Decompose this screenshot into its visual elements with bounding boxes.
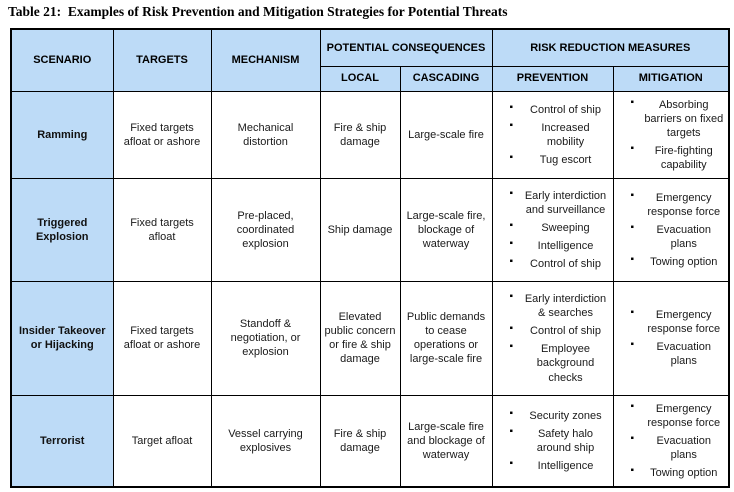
cell-cascading-consequence: Large-scale fire and blockage of waterwa… xyxy=(399,394,493,488)
cell-local-consequence: Fire & ship damage xyxy=(319,394,401,488)
cell-scenario: Triggered Explosion xyxy=(10,177,114,282)
bullet-item: Intelligence xyxy=(510,458,609,473)
header-cascading: CASCADING xyxy=(399,65,493,92)
cell-mechanism: Pre-placed, coordinated explosion xyxy=(210,177,321,282)
bullet-item: Control of ship xyxy=(510,102,609,117)
header-scenario: SCENARIO xyxy=(10,28,114,92)
bullet-item: Early interdiction and surveillance xyxy=(510,188,609,217)
cell-targets: Fixed targets afloat or ashore xyxy=(112,90,212,179)
bullet-item: Increased mobility xyxy=(510,120,609,149)
prevention-list: Early interdiction & searches Control of … xyxy=(497,291,609,384)
table-row-ramming: Ramming Fixed targets afloat or ashore M… xyxy=(10,90,730,179)
bullet-item: Control of ship xyxy=(510,256,609,271)
prevention-list: Control of ship Increased mobility Tug esc… xyxy=(497,102,609,167)
bullet-item: Control of ship xyxy=(510,323,609,338)
header-row-top: SCENARIO TARGETS MECHANISM POTENTIAL CON… xyxy=(10,28,730,92)
cell-mechanism: Vessel carrying explosives xyxy=(210,394,321,488)
bullet-item: Employee background checks xyxy=(510,341,609,384)
bullet-item: Emergency response force xyxy=(631,401,725,430)
cell-prevention: Security zones Safety halo around ship Int… xyxy=(491,394,614,488)
bullet-item: Tug escort xyxy=(510,152,609,167)
cell-scenario: Ramming xyxy=(10,90,114,179)
mitigation-list: Emergency response force Evacuation plans… xyxy=(618,190,725,269)
bullet-item: Early interdiction & searches xyxy=(510,291,609,320)
table-title: Table 21: Examples of Risk Prevention an… xyxy=(8,4,508,19)
cell-local-consequence: Ship damage xyxy=(319,177,401,282)
bullet-item: Towing option xyxy=(631,254,725,269)
header-prevention: PREVENTION xyxy=(491,65,614,92)
bullet-item: Intelligence xyxy=(510,238,609,253)
bullet-item: Towing option xyxy=(631,465,725,480)
cell-mechanism: Standoff & negotiation, or explosion xyxy=(210,280,321,396)
header-mitigation: MITIGATION xyxy=(612,65,730,92)
prevention-list: Early interdiction and surveillance Sweep… xyxy=(497,188,609,271)
cell-targets: Fixed targets afloat or ashore xyxy=(112,280,212,396)
header-mechanism: MECHANISM xyxy=(210,28,321,92)
table-row-triggered-explosion: Triggered Explosion Fixed targets afloat… xyxy=(10,177,730,282)
cell-mitigation: Emergency response force Evacuation plans xyxy=(612,280,730,396)
cell-scenario: Terrorist xyxy=(10,394,114,488)
header-local: LOCAL xyxy=(319,65,401,92)
cell-local-consequence: Elevated public concern or fire & ship d… xyxy=(319,280,401,396)
cell-prevention: Control of ship Increased mobility Tug esc… xyxy=(491,90,614,179)
header-row-sub: LOCAL CASCADING PREVENTION MITIGATION xyxy=(11,65,730,92)
mitigation-list: Absorbing barriers on fixed targets Fire-… xyxy=(618,96,725,172)
risk-strategies-table: SCENARIO TARGETS MECHANISM POTENTIAL CON… xyxy=(10,28,730,489)
bullet-item: Evacuation plans xyxy=(631,433,725,462)
cell-scenario: Insider Takeover or Hijacking xyxy=(10,280,114,396)
table-row-terrorist: Terrorist Target afloat Vessel carrying … xyxy=(10,394,730,488)
cell-prevention: Early interdiction and surveillance Sweep… xyxy=(491,177,614,282)
bullet-item: Emergency response force xyxy=(631,307,725,336)
cell-targets: Fixed targets afloat xyxy=(112,177,212,282)
header-risk-reduction-measures: RISK REDUCTION MEASURES xyxy=(491,28,730,67)
bullet-item: Fire-fighting capability xyxy=(631,143,725,172)
header-targets: TARGETS xyxy=(112,28,212,92)
cell-mitigation: Emergency response force Evacuation plans… xyxy=(612,177,730,282)
bullet-item: Security zones xyxy=(510,408,609,423)
bullet-item: Sweeping xyxy=(510,220,609,235)
cell-cascading-consequence: Large-scale fire xyxy=(399,90,493,179)
mitigation-list: Emergency response force Evacuation plans xyxy=(618,307,725,368)
bullet-item: Evacuation plans xyxy=(631,222,725,251)
table-header: SCENARIO TARGETS MECHANISM POTENTIAL CON… xyxy=(10,28,730,92)
bullet-item: Evacuation plans xyxy=(631,339,725,368)
table-body: Ramming Fixed targets afloat or ashore M… xyxy=(10,90,730,488)
cell-cascading-consequence: Public demands to cease operations or la… xyxy=(399,280,493,396)
cell-targets: Target afloat xyxy=(112,394,212,488)
prevention-list: Security zones Safety halo around ship Int… xyxy=(497,408,609,473)
bullet-item: Safety halo around ship xyxy=(510,426,609,455)
bullet-item: Emergency response force xyxy=(631,190,725,219)
mitigation-list: Emergency response force Evacuation plans… xyxy=(618,401,725,480)
cell-mitigation: Absorbing barriers on fixed targets Fire-… xyxy=(612,90,730,179)
cell-mitigation: Emergency response force Evacuation plans… xyxy=(612,394,730,488)
table-row-insider-takeover: Insider Takeover or Hijacking Fixed targ… xyxy=(10,280,730,396)
bullet-item: Absorbing barriers on fixed targets xyxy=(631,96,725,140)
cell-prevention: Early interdiction & searches Control of … xyxy=(491,280,614,396)
cell-local-consequence: Fire & ship damage xyxy=(319,90,401,179)
cell-cascading-consequence: Large-scale fire, blockage of waterway xyxy=(399,177,493,282)
header-potential-consequences: POTENTIAL CONSEQUENCES xyxy=(319,28,493,67)
cell-mechanism: Mechanical distortion xyxy=(210,90,321,179)
